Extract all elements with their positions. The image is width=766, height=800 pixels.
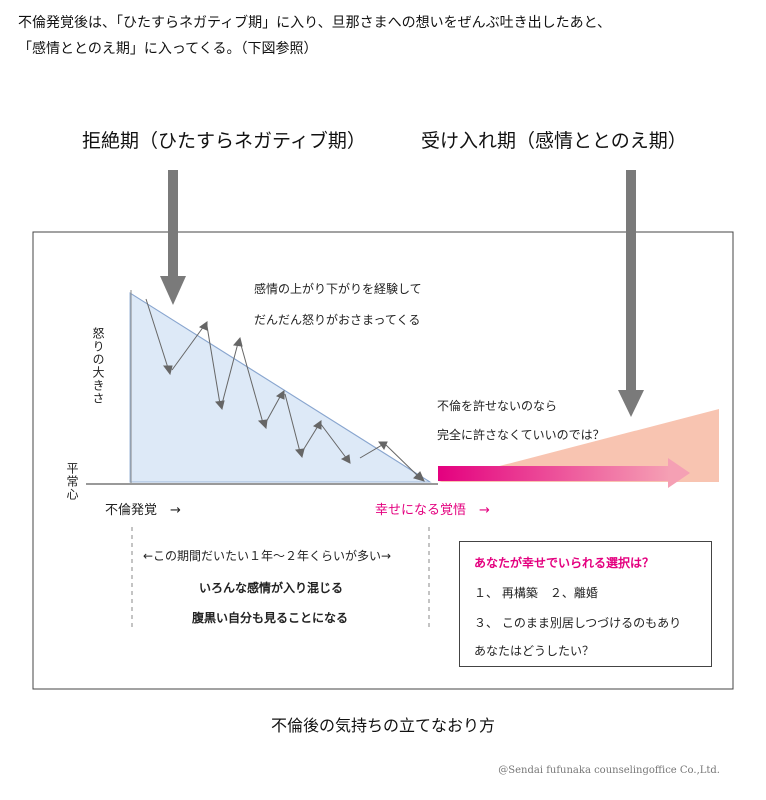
intro-line-2: 「感情ととのえ期」に入ってくる。（下図参照） xyxy=(18,41,318,57)
choices-box: あなたが幸せでいられる選択は？ １、 再構築 ２、離婚 ３、 このまま別居しつづ… xyxy=(459,541,712,667)
dark-side-label: 腹黒い自分も見ることになる xyxy=(192,611,349,625)
baseline-label: 平常心 xyxy=(65,462,79,501)
acceptance-wedge xyxy=(438,409,719,482)
phase-arrow-right xyxy=(618,170,644,417)
copyright-notice: @Sendai fufunaka counselingoffice Co.,Lt… xyxy=(498,765,720,776)
happiness-arrow-head xyxy=(668,458,690,488)
period-label: ←この期間だいたい１年〜２年くらいが多い→ xyxy=(143,549,392,563)
intro-text: 不倫発覚後は、「ひたすらネガティブ期」に入り、旦那さまへの想いをぜんぶ吐き出した… xyxy=(18,10,611,62)
diagram-caption: 不倫後の気持ちの立てなおり方 xyxy=(270,716,495,735)
choices-line-2: ３、 このまま別居しつづけるのもあり xyxy=(474,616,682,630)
happiness-arrow-shaft xyxy=(438,466,670,481)
emotion-fluctuation-arrows xyxy=(145,298,425,482)
rejection-phase-title: 拒絶期（ひたすらネガティブ期） xyxy=(82,130,366,152)
start-label: 不倫発覚 → xyxy=(105,503,181,518)
anger-axis-label: 怒りの大きさ xyxy=(91,327,105,405)
choices-line-3: あなたはどうしたい？ xyxy=(474,644,595,658)
anger-slope-line xyxy=(129,292,431,483)
fluctuation-note-2: だんだん怒りがおさまってくる xyxy=(254,313,421,327)
fluctuation-note-1: 感情の上がり下がりを経験して xyxy=(254,282,422,296)
intro-line-1: 不倫発覚後は、「ひたすらネガティブ期」に入り、旦那さまへの想いをぜんぶ吐き出した… xyxy=(18,15,612,31)
unforgivable-note-1: 不倫を許せないのなら xyxy=(437,399,558,413)
diagram-frame xyxy=(32,231,734,690)
acceptance-phase-title: 受け入れ期（感情ととのえ期） xyxy=(421,130,687,152)
mixed-feelings-label: いろんな感情が入り混じる xyxy=(199,581,344,595)
choices-title: あなたが幸せでいられる選択は？ xyxy=(474,556,655,570)
phase-arrow-left xyxy=(160,170,186,305)
unforgivable-note-2: 完全に許さなくていいのでは？ xyxy=(437,428,605,442)
choices-line-1: １、 再構築 ２、離婚 xyxy=(474,586,598,600)
resolve-label: 幸せになる覚悟 → xyxy=(375,503,490,518)
